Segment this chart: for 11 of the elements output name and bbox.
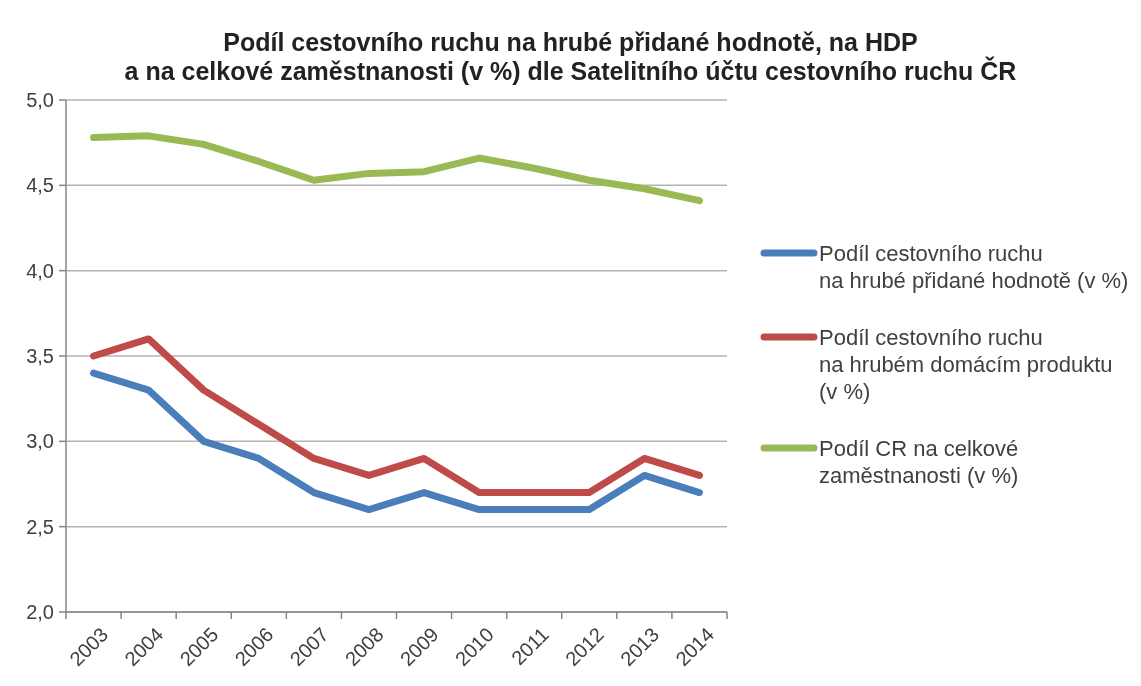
legend-label: Podíl CR na celkové zaměstnanosti (v %) [819, 435, 1019, 488]
chart-title: Podíl cestovního ruchu na hrubé přidané hodnotě, na HDP a na celkové zaměstnanosti (v %) dle Satelitního účtu cestovního ruchu ČR [124, 28, 1017, 85]
y-tick-label: 2,5 [26, 515, 54, 538]
legend-label: Podíl cestovního ruchu na hrubém domácím produktu (v %) [819, 324, 1113, 404]
y-tick-label: 5,0 [26, 89, 54, 111]
y-tick-label: 4,5 [26, 174, 54, 197]
y-tick-label: 3,5 [26, 345, 54, 367]
y-tick-label: 4,0 [26, 259, 54, 282]
y-tick-label: 2,0 [26, 601, 54, 623]
y-tick-label: 3,0 [26, 430, 54, 453]
legend-label: Podíl cestovního ruchu na hrubé přidané hodnotě (v %) [819, 240, 1129, 293]
